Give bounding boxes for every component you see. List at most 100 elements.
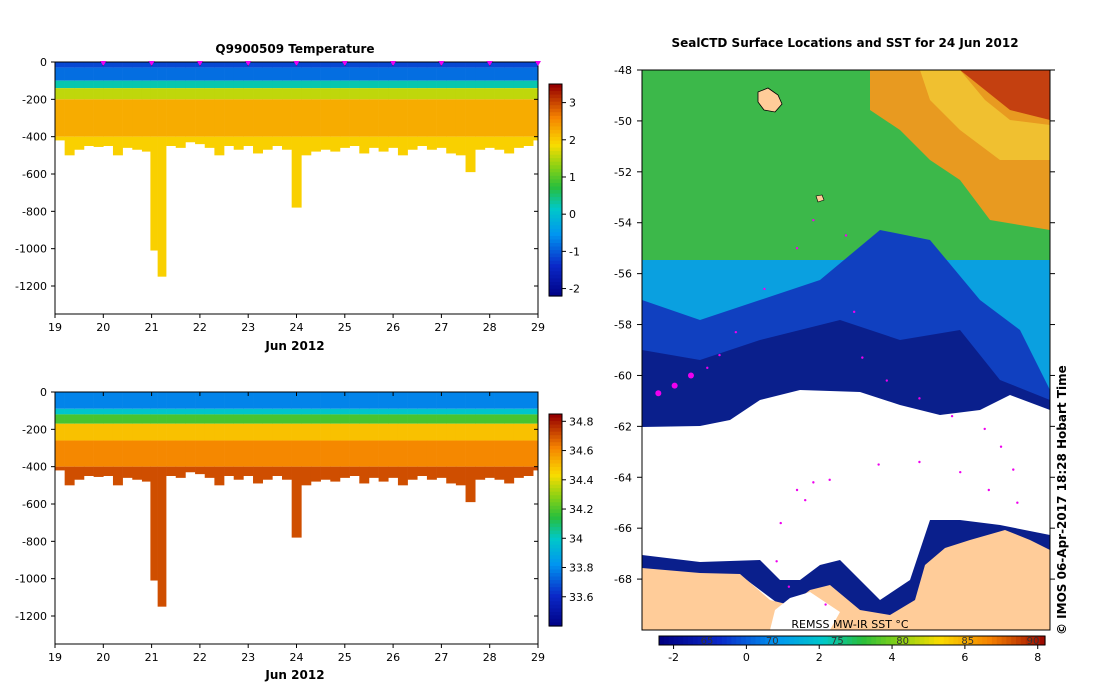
profile-cell — [166, 414, 177, 424]
profile-cell — [157, 408, 167, 415]
profile-cell — [310, 67, 321, 81]
profile-cell — [494, 99, 505, 137]
profile-cell — [349, 423, 360, 441]
colorbar-segment — [943, 636, 950, 645]
profile-cell — [310, 440, 321, 467]
colorbar-segment — [924, 636, 930, 645]
colorbar-segment — [549, 246, 562, 251]
colorbar-tick-label: 34.2 — [569, 503, 594, 516]
colorbar-segment — [549, 491, 562, 496]
colorbar-segment — [861, 636, 868, 645]
profile-cell — [455, 136, 466, 156]
colorbar-segment — [549, 594, 562, 599]
profile-cell — [359, 392, 370, 409]
profile-cell — [262, 136, 273, 150]
profile-cell — [407, 440, 418, 467]
profile-column — [513, 62, 524, 148]
colorbar-segment — [837, 636, 843, 645]
profile-cell — [166, 80, 177, 89]
profile-cell — [291, 440, 302, 467]
track-point — [828, 478, 831, 482]
colorbar-tick-label: 33.8 — [569, 562, 594, 575]
profile-cell — [243, 466, 254, 476]
colorbar-segment — [549, 200, 562, 205]
profile-cell — [141, 466, 151, 482]
profile-cell — [436, 392, 447, 409]
profile-cell — [368, 88, 379, 100]
profile-cell — [330, 392, 341, 409]
profile-cell — [455, 80, 466, 89]
profile-cell — [523, 136, 534, 146]
track-point — [918, 460, 921, 464]
colorbar-segment — [977, 636, 983, 645]
profile-cell — [175, 414, 186, 424]
profile-column — [157, 392, 167, 607]
colorbar-segment — [803, 636, 810, 645]
profile-cell — [397, 466, 408, 486]
profile-cell — [233, 88, 244, 100]
profile-cell — [475, 136, 486, 150]
profile-cell — [320, 414, 331, 424]
colorbar-segment — [549, 548, 562, 553]
profile-column — [475, 392, 486, 480]
colorbar-tick-label: 34.6 — [569, 445, 594, 458]
profile-cell — [233, 136, 244, 150]
profile-column — [282, 392, 292, 480]
profile-column — [253, 62, 263, 154]
colorbar-segment — [549, 470, 562, 475]
profile-cell — [378, 440, 389, 467]
y-tick-label: -600 — [22, 168, 47, 181]
profile-column — [533, 62, 539, 141]
colorbar-segment — [958, 636, 964, 645]
profile-cell — [150, 408, 158, 415]
profile-cell — [74, 136, 85, 150]
profile-cell — [272, 88, 283, 100]
track-point — [706, 366, 709, 370]
profile-cell — [272, 80, 283, 89]
colorbar-segment — [716, 636, 723, 645]
colorbar-segment — [549, 285, 562, 290]
profile-column — [83, 392, 94, 476]
profile-cell — [214, 466, 225, 486]
profile-cell — [446, 466, 457, 484]
colorbar-segment — [789, 636, 795, 645]
profile-cell — [426, 67, 437, 81]
salinity-panel: 0 -200 -400 -600 -800 -1000 -1200 19 20 21 22 23 24… — [15, 386, 593, 682]
x-tick-label: 24 — [290, 651, 304, 664]
profile-cell — [253, 136, 263, 154]
colorbar-segment — [779, 636, 786, 645]
profile-cell — [446, 392, 457, 409]
profile-cell — [455, 408, 466, 415]
profile-column — [166, 62, 177, 146]
colorbar-segment — [938, 636, 945, 645]
profile-cell — [426, 88, 437, 100]
profile-cell — [523, 466, 534, 476]
profile-cell — [122, 62, 133, 68]
profile-cell — [233, 99, 244, 137]
profile-cell — [185, 80, 196, 89]
colorbar-segment — [914, 636, 921, 645]
profile-cell — [166, 392, 177, 409]
profile-cell — [262, 88, 273, 100]
colorbar-segment — [967, 636, 974, 645]
profile-cell — [320, 88, 331, 100]
profile-column — [504, 62, 515, 154]
colorbar-segment — [549, 126, 562, 131]
profile-cell — [291, 67, 302, 81]
profile-cell — [224, 88, 235, 100]
colorbar-segment — [991, 636, 998, 645]
colorbar-segment — [549, 218, 562, 223]
profile-cell — [446, 136, 457, 154]
track-point — [734, 330, 738, 334]
profile-column — [378, 392, 389, 482]
colorbar-segment — [1011, 636, 1017, 645]
colorbar-segment — [549, 523, 562, 528]
profile-column — [185, 62, 196, 143]
colorbar-segment — [745, 636, 752, 645]
profile-cell — [83, 408, 94, 415]
profile-cell — [359, 414, 370, 424]
profile-cell — [291, 408, 302, 415]
profile-cell — [122, 466, 133, 478]
profile-cell — [141, 67, 151, 81]
profile-cell — [150, 423, 158, 441]
